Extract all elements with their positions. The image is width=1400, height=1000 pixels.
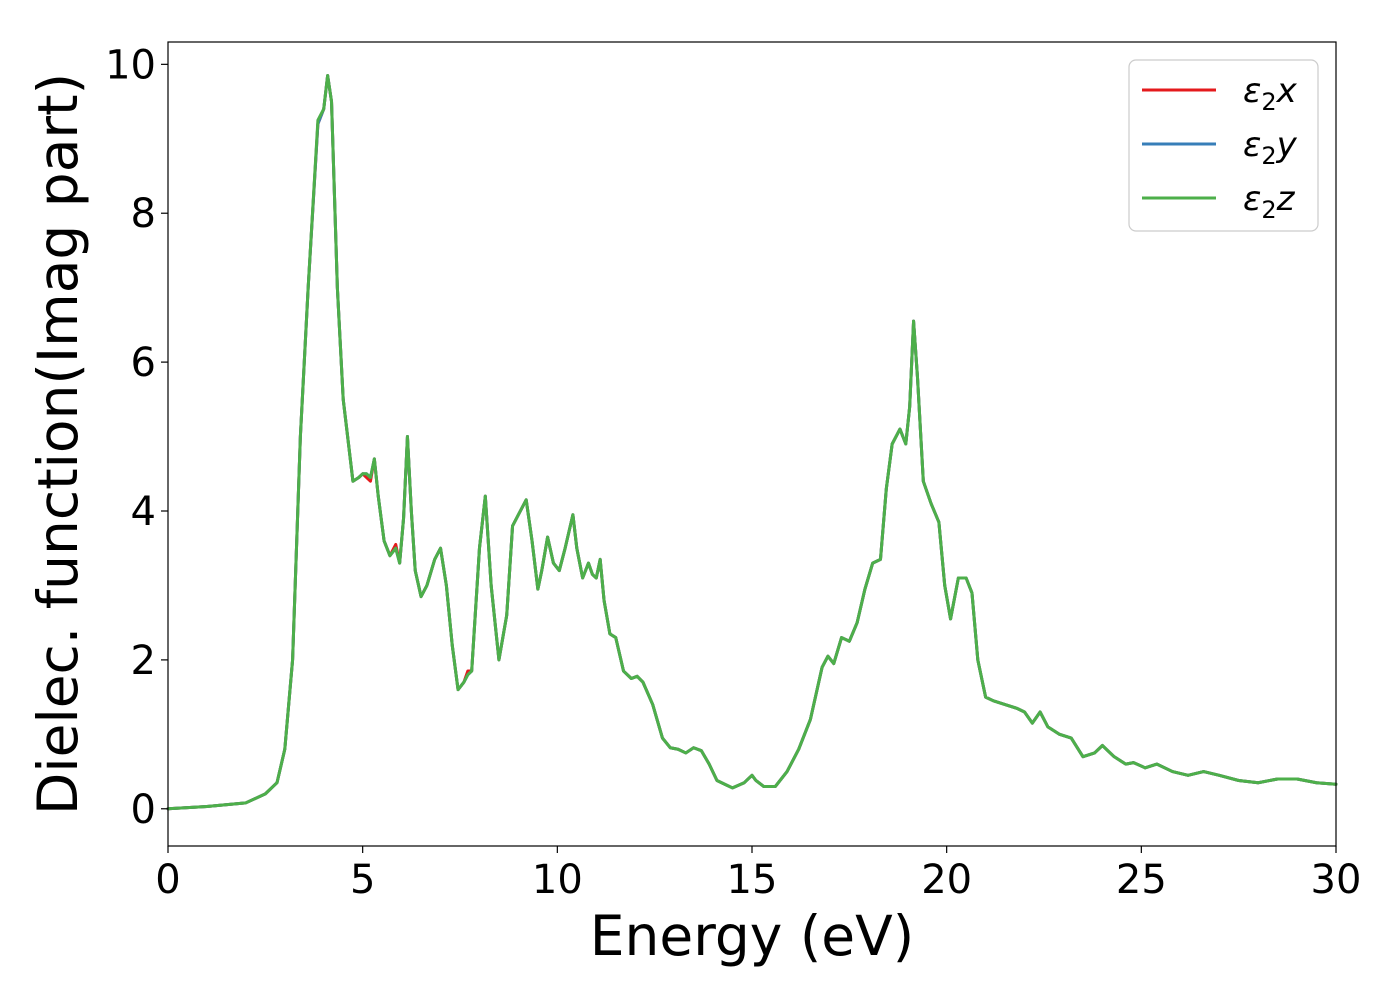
legend-label-y: ε2y	[1243, 125, 1298, 170]
legend-component: x	[1276, 71, 1298, 111]
x-tick-label: 5	[350, 857, 375, 903]
y-tick-label: 0	[131, 787, 156, 833]
x-axis-title: Energy (eV)	[590, 904, 914, 968]
series-line-z	[166, 74, 1338, 811]
y-tick-label: 8	[131, 191, 156, 237]
legend-symbol: ε	[1243, 125, 1261, 165]
x-tick-label: 15	[727, 857, 778, 903]
x-tick-label: 20	[921, 857, 972, 903]
legend-subscript: 2	[1261, 88, 1276, 116]
legend-component: y	[1276, 125, 1298, 165]
legend-component: z	[1276, 179, 1296, 219]
legend-box	[1128, 59, 1319, 232]
y-tick-label: 4	[131, 489, 156, 535]
legend-subscript: 2	[1261, 142, 1276, 170]
y-tick-label: 10	[105, 42, 156, 88]
x-tick-label: 10	[532, 857, 583, 903]
legend-subscript: 2	[1261, 196, 1276, 224]
series-layer	[166, 74, 1338, 811]
legend-label-x: ε2x	[1243, 71, 1298, 116]
y-axis: 0 2 4 6 8 10	[105, 42, 168, 833]
x-tick-label: 0	[155, 857, 180, 903]
legend-symbol: ε	[1243, 179, 1261, 219]
y-axis-title: Dielec. function(Imag part)	[26, 73, 90, 815]
legend-label-z: ε2z	[1243, 179, 1296, 224]
y-tick-label: 6	[131, 340, 156, 386]
y-tick-label: 2	[131, 638, 156, 684]
legend-symbol: ε	[1243, 71, 1261, 111]
x-tick-label: 30	[1311, 857, 1362, 903]
x-tick-label: 25	[1116, 857, 1167, 903]
x-axis: 0 5 10 15 20 25 30	[155, 846, 1361, 903]
